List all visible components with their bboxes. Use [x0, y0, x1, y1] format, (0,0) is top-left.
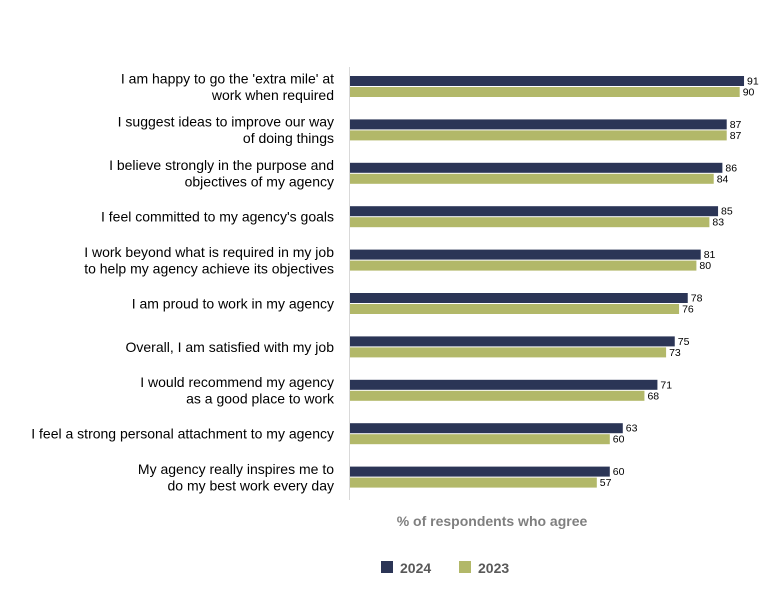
category-label-line: do my best work every day	[167, 477, 334, 493]
legend: 2024 2023	[381, 560, 509, 576]
value-label-2023: 73	[669, 347, 681, 359]
category-label: I believe strongly in the purpose and obj…	[109, 157, 334, 190]
category-label: Overall, I am satisfied with my job	[125, 339, 334, 355]
bar-2024	[350, 379, 658, 390]
value-label-2023: 90	[743, 87, 755, 99]
bar-2023	[350, 434, 610, 445]
value-label-2023: 60	[613, 434, 625, 446]
bar-2023	[350, 304, 680, 314]
category-label-line: My agency really inspires me to	[138, 461, 334, 477]
value-label-2024: 87	[730, 119, 742, 131]
value-label-2024: 71	[660, 379, 672, 391]
value-label-2024: 63	[626, 423, 638, 435]
category-label: I feel committed to my agency's goals	[101, 209, 334, 225]
category-label-line: I feel committed to my agency's goals	[101, 209, 334, 225]
bar-2023	[350, 390, 645, 401]
category-label-line: objectives of my agency	[185, 174, 334, 190]
value-label-2024: 81	[704, 249, 716, 261]
category-label: I suggest ideas to improve our way of doi…	[118, 114, 334, 146]
bar-2024	[350, 119, 727, 130]
value-label-2024: 86	[725, 162, 737, 174]
value-label-2024: 75	[678, 336, 690, 348]
category-label-line: I suggest ideas to improve our way	[118, 114, 334, 130]
category-label-line: I am happy to go the 'extra mile' at	[121, 70, 334, 86]
value-label-2024: 78	[691, 293, 703, 305]
category-label-line: as a good place to work	[186, 391, 335, 407]
bar-2023	[350, 130, 727, 141]
category-label: I am proud to work in my agency	[132, 296, 334, 312]
category-label-line: I would recommend my agency	[140, 374, 334, 390]
bar-2024	[350, 162, 723, 173]
value-label-2024: 60	[613, 466, 625, 478]
value-label-2023: 87	[730, 130, 742, 142]
bar-2024	[350, 423, 623, 434]
value-label-2024: 85	[721, 206, 733, 218]
bar-2023	[350, 477, 597, 488]
legend-swatch-2024	[381, 561, 393, 573]
bar-2024	[350, 293, 688, 303]
category-labels: I am happy to go the 'extra mile' at work…	[31, 70, 335, 493]
value-label-2023: 68	[647, 390, 659, 402]
bar-2023	[350, 87, 740, 97]
category-label-line: I believe strongly in the purpose and	[109, 157, 334, 173]
bar-2023	[350, 217, 710, 228]
value-label-2024: 91	[747, 76, 759, 88]
bar-2024	[350, 249, 701, 260]
bar-2024	[350, 76, 745, 86]
category-label-line: I am proud to work in my agency	[132, 296, 334, 312]
category-label-line: I work beyond what is required in my job	[84, 244, 334, 260]
category-label-line: to help my agency achieve its objectives	[84, 260, 334, 276]
x-axis-title: % of respondents who agree	[397, 513, 588, 529]
category-label-line: of doing things	[243, 130, 334, 146]
value-label-2023: 76	[682, 304, 694, 316]
category-label-line: work when required	[211, 87, 334, 103]
bar-2024	[350, 336, 675, 347]
value-label-2023: 57	[600, 477, 612, 489]
bar-2023	[350, 173, 714, 184]
legend-label-2024: 2024	[400, 560, 431, 576]
category-label: I work beyond what is required in my job…	[84, 244, 334, 277]
category-label-line: I feel a strong personal attachment to m…	[31, 426, 334, 442]
bar-2023	[350, 347, 667, 358]
value-label-2023: 80	[699, 260, 711, 272]
category-label: My agency really inspires me to do my bes…	[138, 461, 334, 494]
bar-2023	[350, 260, 697, 271]
legend-swatch-2023	[459, 561, 471, 573]
bar-2024	[350, 466, 610, 477]
bar-group	[350, 76, 745, 488]
category-label-line: Overall, I am satisfied with my job	[125, 339, 334, 355]
category-label: I would recommend my agency as a good pla…	[140, 374, 335, 407]
bar-2024	[350, 206, 719, 217]
value-label-2023: 83	[712, 217, 724, 229]
category-label: I feel a strong personal attachment to m…	[31, 426, 334, 442]
legend-label-2023: 2023	[478, 560, 509, 576]
value-label-2023: 84	[717, 173, 729, 185]
category-label: I am happy to go the 'extra mile' at work…	[121, 70, 334, 103]
